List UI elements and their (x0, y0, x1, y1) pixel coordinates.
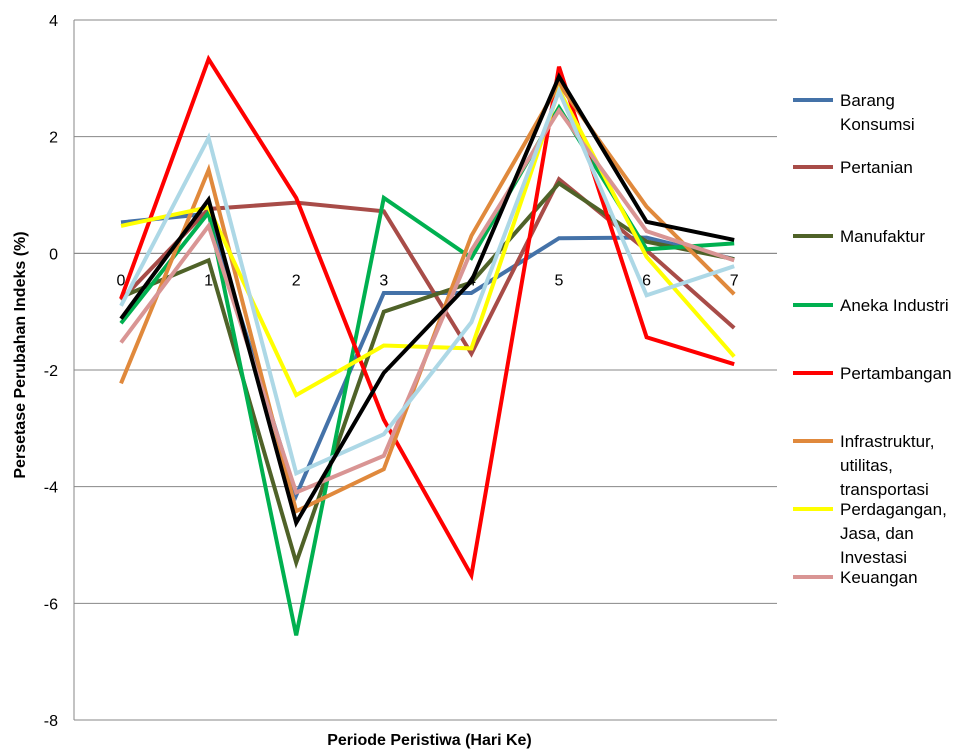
y-tick-label: 0 (49, 246, 58, 263)
series-line-8 (119, 106, 735, 496)
series-line-5 (119, 54, 735, 582)
legend: Barang Konsumsi Pertanian Manufaktur Aneka I… (793, 91, 952, 587)
x-tick-label: 5 (555, 272, 564, 289)
y-tick-label: -8 (44, 713, 58, 730)
series-line-7 (120, 84, 736, 398)
legend-label: Aneka Industri (840, 296, 949, 315)
legend-label: utilitas, (840, 456, 893, 475)
series-line-9 (119, 85, 735, 477)
x-tick-label: 4 (467, 272, 476, 289)
legend-label: Jasa, dan (840, 524, 914, 543)
y-tick-label: -4 (44, 480, 58, 497)
y-tick-label: 4 (49, 13, 58, 30)
legend-label: Investasi (840, 548, 907, 567)
series-line-2 (119, 176, 736, 358)
y-tick-label: 2 (49, 130, 58, 147)
legend-label: Infrastruktur, (840, 432, 934, 451)
legend-label: transportasi (840, 480, 929, 499)
legend-label: Konsumsi (840, 115, 915, 134)
y-axis-tick-labels: 4 2 0 -2 -4 -6 -8 (44, 13, 58, 730)
x-tick-label: 1 (204, 272, 213, 289)
series-lines (119, 54, 736, 636)
legend-label: Perdagangan, (840, 500, 947, 519)
legend-label: Pertambangan (840, 364, 952, 383)
x-tick-label: 3 (379, 272, 388, 289)
x-axis-tick-labels: 0 1 2 3 4 5 6 7 (117, 272, 739, 289)
x-tick-label: 2 (292, 272, 301, 289)
y-tick-label: -2 (44, 363, 58, 380)
x-tick-label: 0 (117, 272, 126, 289)
x-tick-label: 7 (730, 272, 739, 289)
x-tick-label: 6 (642, 272, 651, 289)
legend-label: Barang (840, 91, 895, 110)
x-axis-title: Periode Peristiwa (Hari Ke) (327, 732, 532, 749)
y-tick-label: -6 (44, 596, 58, 613)
y-axis-title: Persetase Perubahan Indeks (%) (12, 231, 29, 478)
legend-label: Manufaktur (840, 227, 925, 246)
series-line-10 (119, 72, 735, 528)
legend-label: Pertanian (840, 158, 913, 177)
legend-label: Keuangan (840, 568, 918, 587)
